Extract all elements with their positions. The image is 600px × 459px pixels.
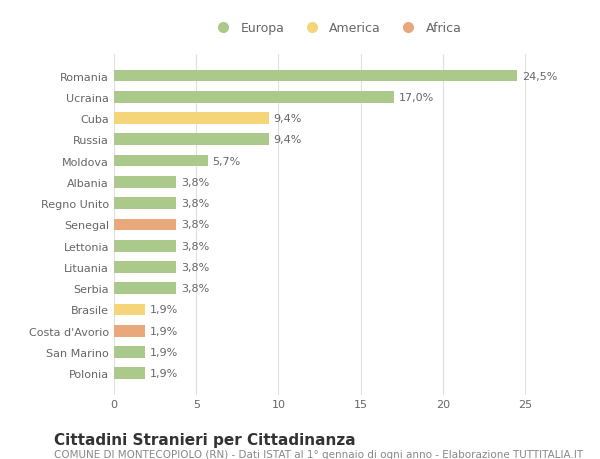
Bar [114, 304, 145, 316]
Text: 3,8%: 3,8% [181, 199, 209, 209]
Bar [114, 368, 145, 379]
Bar [114, 325, 145, 337]
Text: 5,7%: 5,7% [212, 156, 241, 166]
Text: Cittadini Stranieri per Cittadinanza: Cittadini Stranieri per Cittadinanza [54, 432, 356, 448]
Text: 3,8%: 3,8% [181, 220, 209, 230]
Bar [114, 177, 176, 188]
Text: 9,4%: 9,4% [274, 135, 302, 145]
Legend: Europa, America, Africa: Europa, America, Africa [205, 17, 467, 40]
Bar [114, 219, 176, 231]
Text: 3,8%: 3,8% [181, 241, 209, 251]
Bar [114, 262, 176, 273]
Text: 3,8%: 3,8% [181, 178, 209, 187]
Text: 1,9%: 1,9% [150, 326, 178, 336]
Bar [114, 347, 145, 358]
Text: 1,9%: 1,9% [150, 305, 178, 315]
Bar [114, 198, 176, 209]
Bar [114, 113, 269, 125]
Text: 24,5%: 24,5% [522, 71, 557, 81]
Text: 1,9%: 1,9% [150, 347, 178, 357]
Bar [114, 241, 176, 252]
Text: 1,9%: 1,9% [150, 369, 178, 379]
Text: 3,8%: 3,8% [181, 284, 209, 294]
Bar [114, 71, 517, 82]
Bar [114, 92, 394, 103]
Bar [114, 283, 176, 294]
Bar [114, 134, 269, 146]
Text: 9,4%: 9,4% [274, 114, 302, 124]
Text: 3,8%: 3,8% [181, 263, 209, 272]
Bar [114, 156, 208, 167]
Text: 17,0%: 17,0% [398, 93, 434, 102]
Text: COMUNE DI MONTECOPIOLO (RN) - Dati ISTAT al 1° gennaio di ogni anno - Elaborazio: COMUNE DI MONTECOPIOLO (RN) - Dati ISTAT… [54, 449, 583, 459]
